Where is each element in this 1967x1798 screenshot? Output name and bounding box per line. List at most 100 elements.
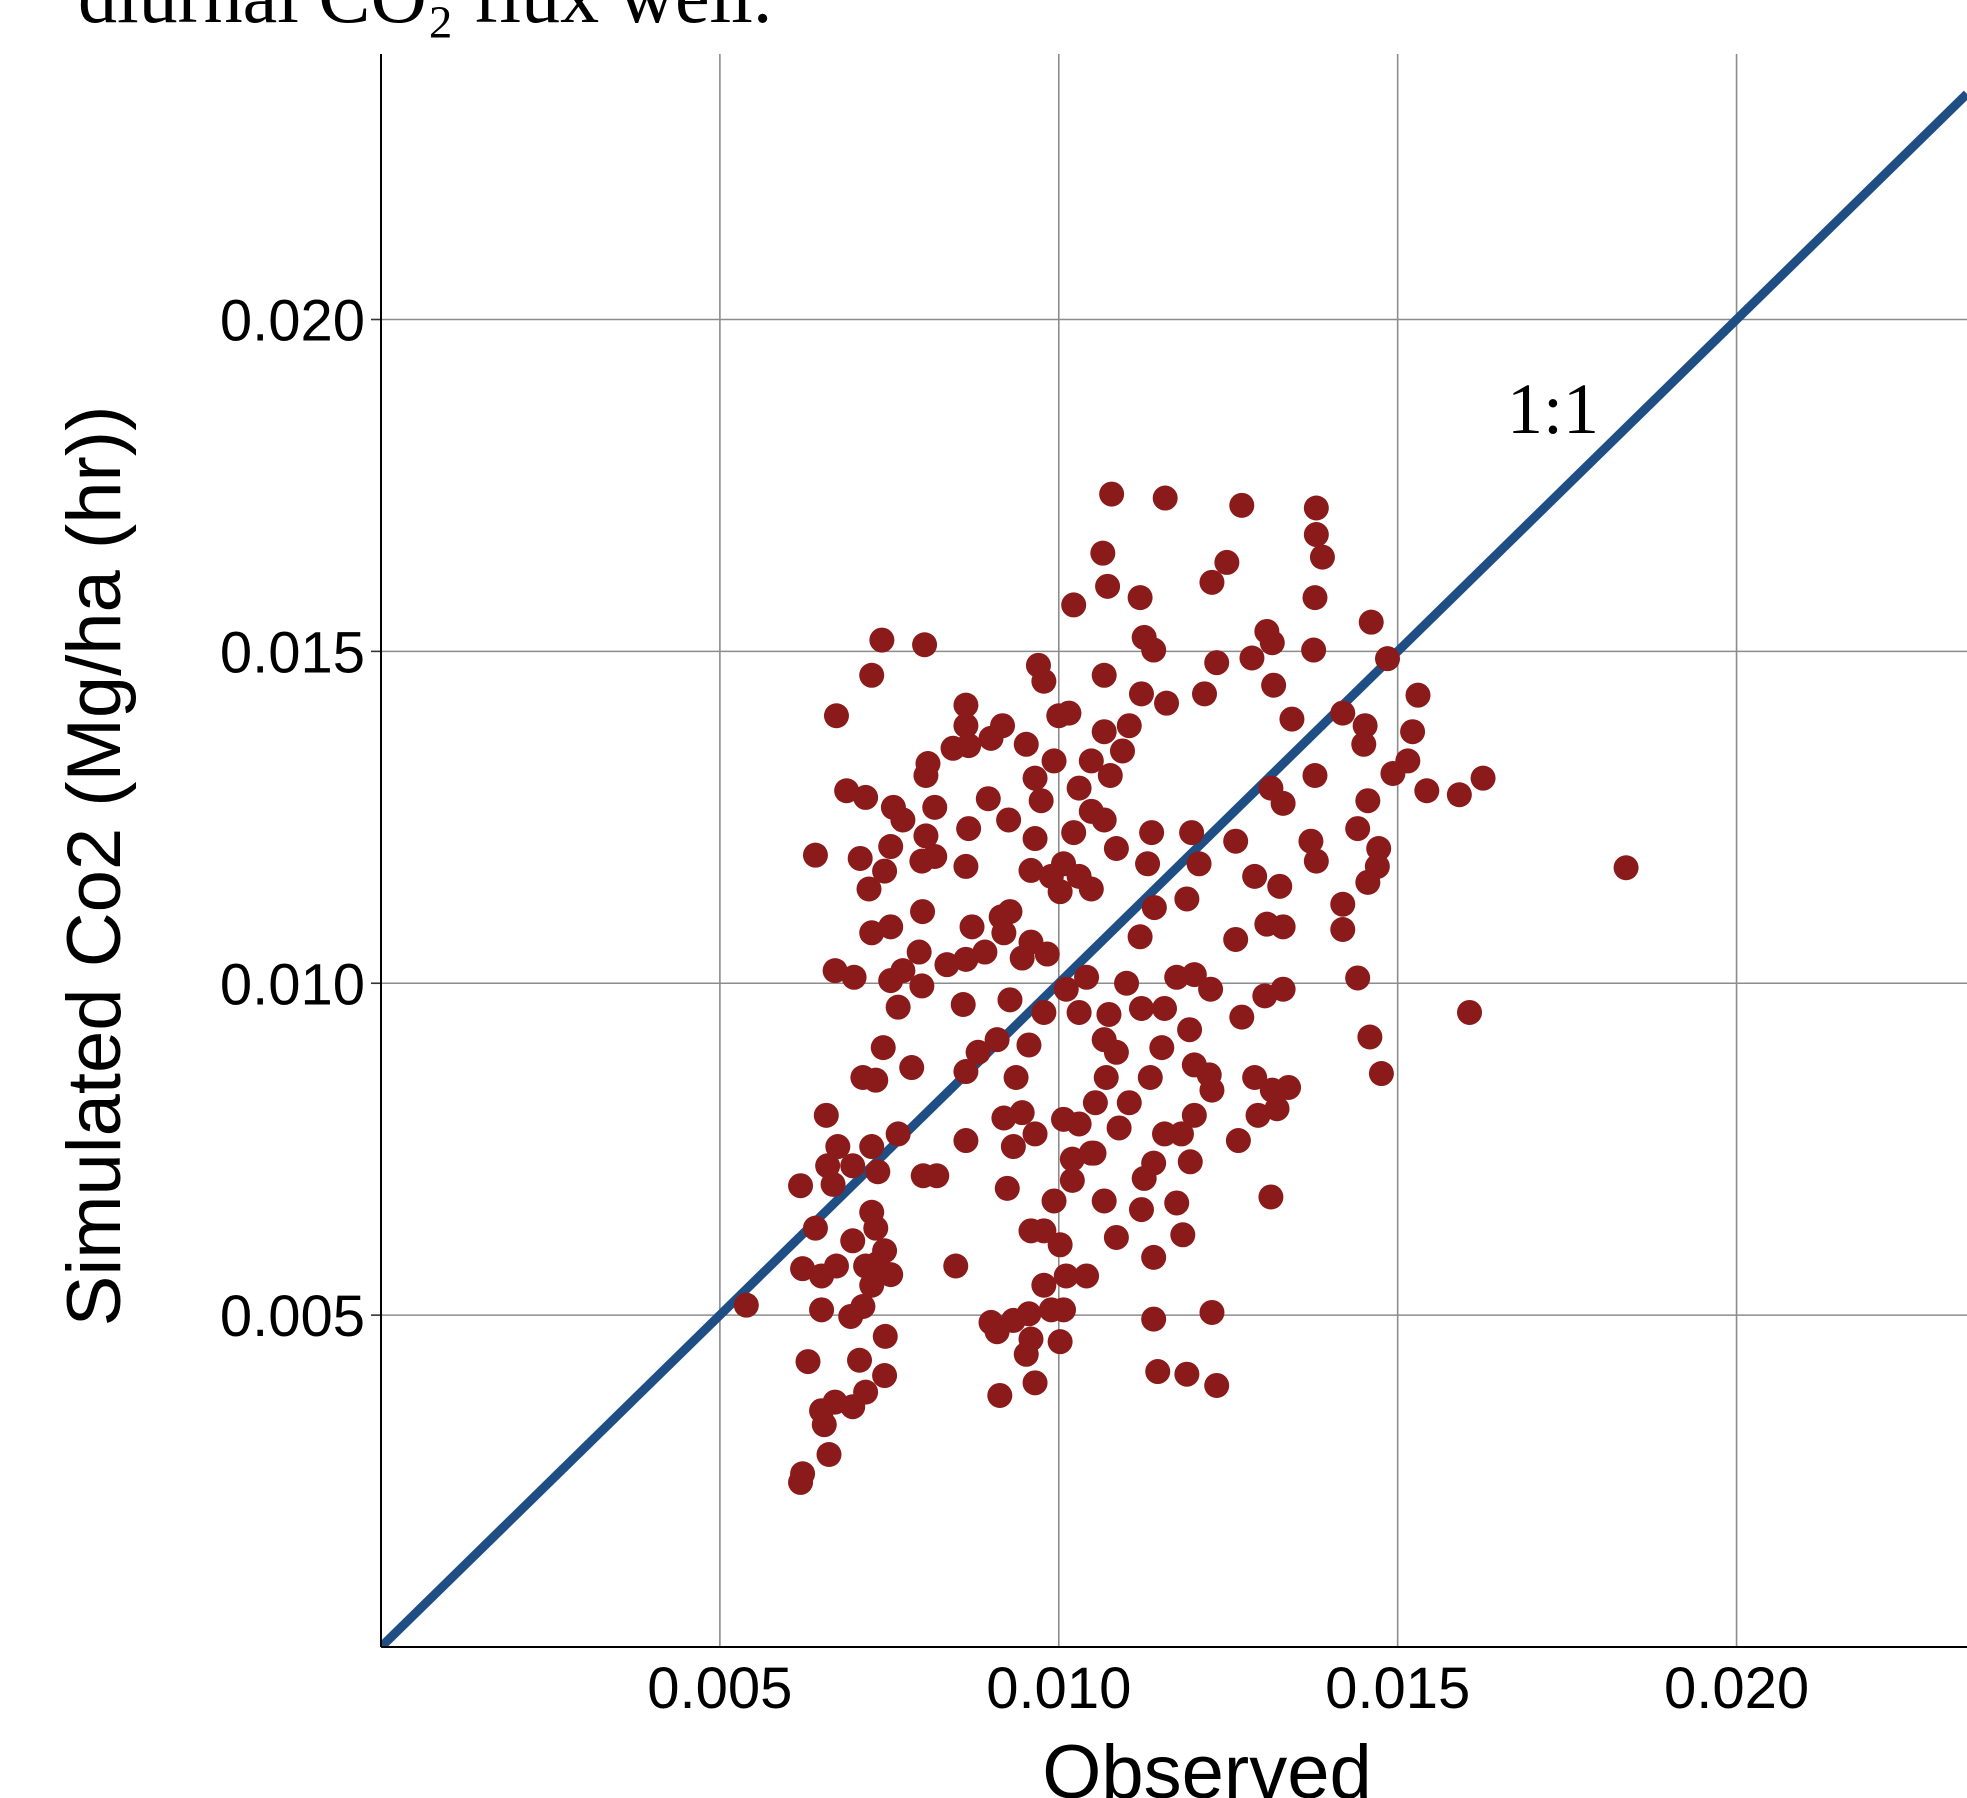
point xyxy=(1131,1165,1157,1191)
point xyxy=(853,784,879,810)
point xyxy=(1154,690,1180,716)
point xyxy=(863,1215,889,1241)
point xyxy=(1357,1024,1383,1050)
point xyxy=(1309,544,1335,570)
point xyxy=(1170,1222,1196,1248)
reference-line xyxy=(381,90,1967,1647)
point xyxy=(1128,1197,1154,1223)
point xyxy=(1174,1361,1200,1387)
point xyxy=(840,1153,866,1179)
point xyxy=(1081,1140,1107,1166)
point xyxy=(1127,924,1153,950)
point xyxy=(788,1469,814,1495)
point xyxy=(1239,645,1265,671)
point xyxy=(1302,585,1328,611)
point xyxy=(1352,713,1378,739)
point xyxy=(1303,522,1329,548)
point xyxy=(956,816,982,842)
point xyxy=(1259,630,1285,656)
point xyxy=(1103,1039,1129,1065)
point xyxy=(1223,828,1249,854)
point xyxy=(1177,1017,1203,1043)
point xyxy=(872,858,898,884)
point xyxy=(1355,788,1381,814)
point xyxy=(1446,782,1472,808)
point xyxy=(1099,481,1125,507)
point xyxy=(878,914,904,940)
point xyxy=(1128,681,1154,707)
x-tick-label: 0.015 xyxy=(1325,1656,1470,1721)
point xyxy=(991,920,1017,946)
point xyxy=(1022,765,1048,791)
y-axis-title: Simulated Co2 (Mg/ha (hr)) xyxy=(52,406,137,1327)
point xyxy=(1267,873,1293,899)
point xyxy=(1103,836,1129,862)
point xyxy=(1375,646,1400,672)
reference-label: 1:1 xyxy=(1507,369,1599,449)
point xyxy=(834,778,860,804)
point xyxy=(913,823,939,849)
caption-fragment: diurnal CO₂ flux well. xyxy=(78,0,772,39)
point xyxy=(1298,828,1324,854)
point xyxy=(1103,1224,1129,1250)
point xyxy=(1345,965,1371,991)
point xyxy=(1128,995,1154,1021)
point xyxy=(953,946,979,972)
point xyxy=(1095,573,1121,599)
point xyxy=(1141,637,1167,663)
point xyxy=(872,1363,898,1389)
point xyxy=(1003,1065,1029,1091)
point xyxy=(1116,1090,1142,1116)
point xyxy=(997,899,1023,925)
point xyxy=(1225,1128,1251,1154)
point xyxy=(972,939,998,965)
point xyxy=(1152,1121,1178,1147)
reference xyxy=(381,90,1967,1647)
point xyxy=(1368,1061,1394,1087)
point xyxy=(1127,585,1153,611)
point xyxy=(1264,1096,1290,1122)
point xyxy=(965,1039,991,1065)
point xyxy=(1358,609,1384,635)
point xyxy=(922,794,948,820)
point xyxy=(811,1412,837,1438)
point xyxy=(1046,703,1072,729)
point xyxy=(1051,1297,1077,1323)
point xyxy=(1093,1065,1119,1091)
point xyxy=(1152,995,1178,1021)
point xyxy=(1139,820,1165,846)
point xyxy=(994,1175,1020,1201)
point xyxy=(1066,775,1092,801)
point xyxy=(1018,857,1044,883)
point xyxy=(978,725,1004,751)
point xyxy=(1137,1065,1163,1091)
point xyxy=(1031,668,1057,694)
point xyxy=(1009,1100,1035,1126)
point xyxy=(953,1059,979,1085)
point xyxy=(1204,1372,1230,1398)
point xyxy=(950,991,976,1017)
point xyxy=(847,845,873,871)
point xyxy=(863,1067,889,1093)
y-tick-label: 0.010 xyxy=(220,952,365,1017)
point xyxy=(909,973,935,999)
point xyxy=(890,807,916,833)
grid xyxy=(371,54,1967,1647)
point xyxy=(906,939,932,965)
point xyxy=(910,1163,936,1189)
point xyxy=(1149,1035,1175,1061)
point xyxy=(1013,731,1039,757)
point xyxy=(1164,964,1190,990)
point xyxy=(1254,911,1280,937)
point xyxy=(1400,719,1426,745)
point xyxy=(1028,788,1054,814)
point xyxy=(1470,765,1496,791)
point xyxy=(816,1442,842,1468)
point xyxy=(802,842,828,868)
point xyxy=(869,627,895,653)
point xyxy=(1022,1121,1048,1147)
point xyxy=(878,834,904,860)
point xyxy=(997,987,1023,1013)
point xyxy=(984,1027,1010,1053)
point xyxy=(899,1055,925,1081)
